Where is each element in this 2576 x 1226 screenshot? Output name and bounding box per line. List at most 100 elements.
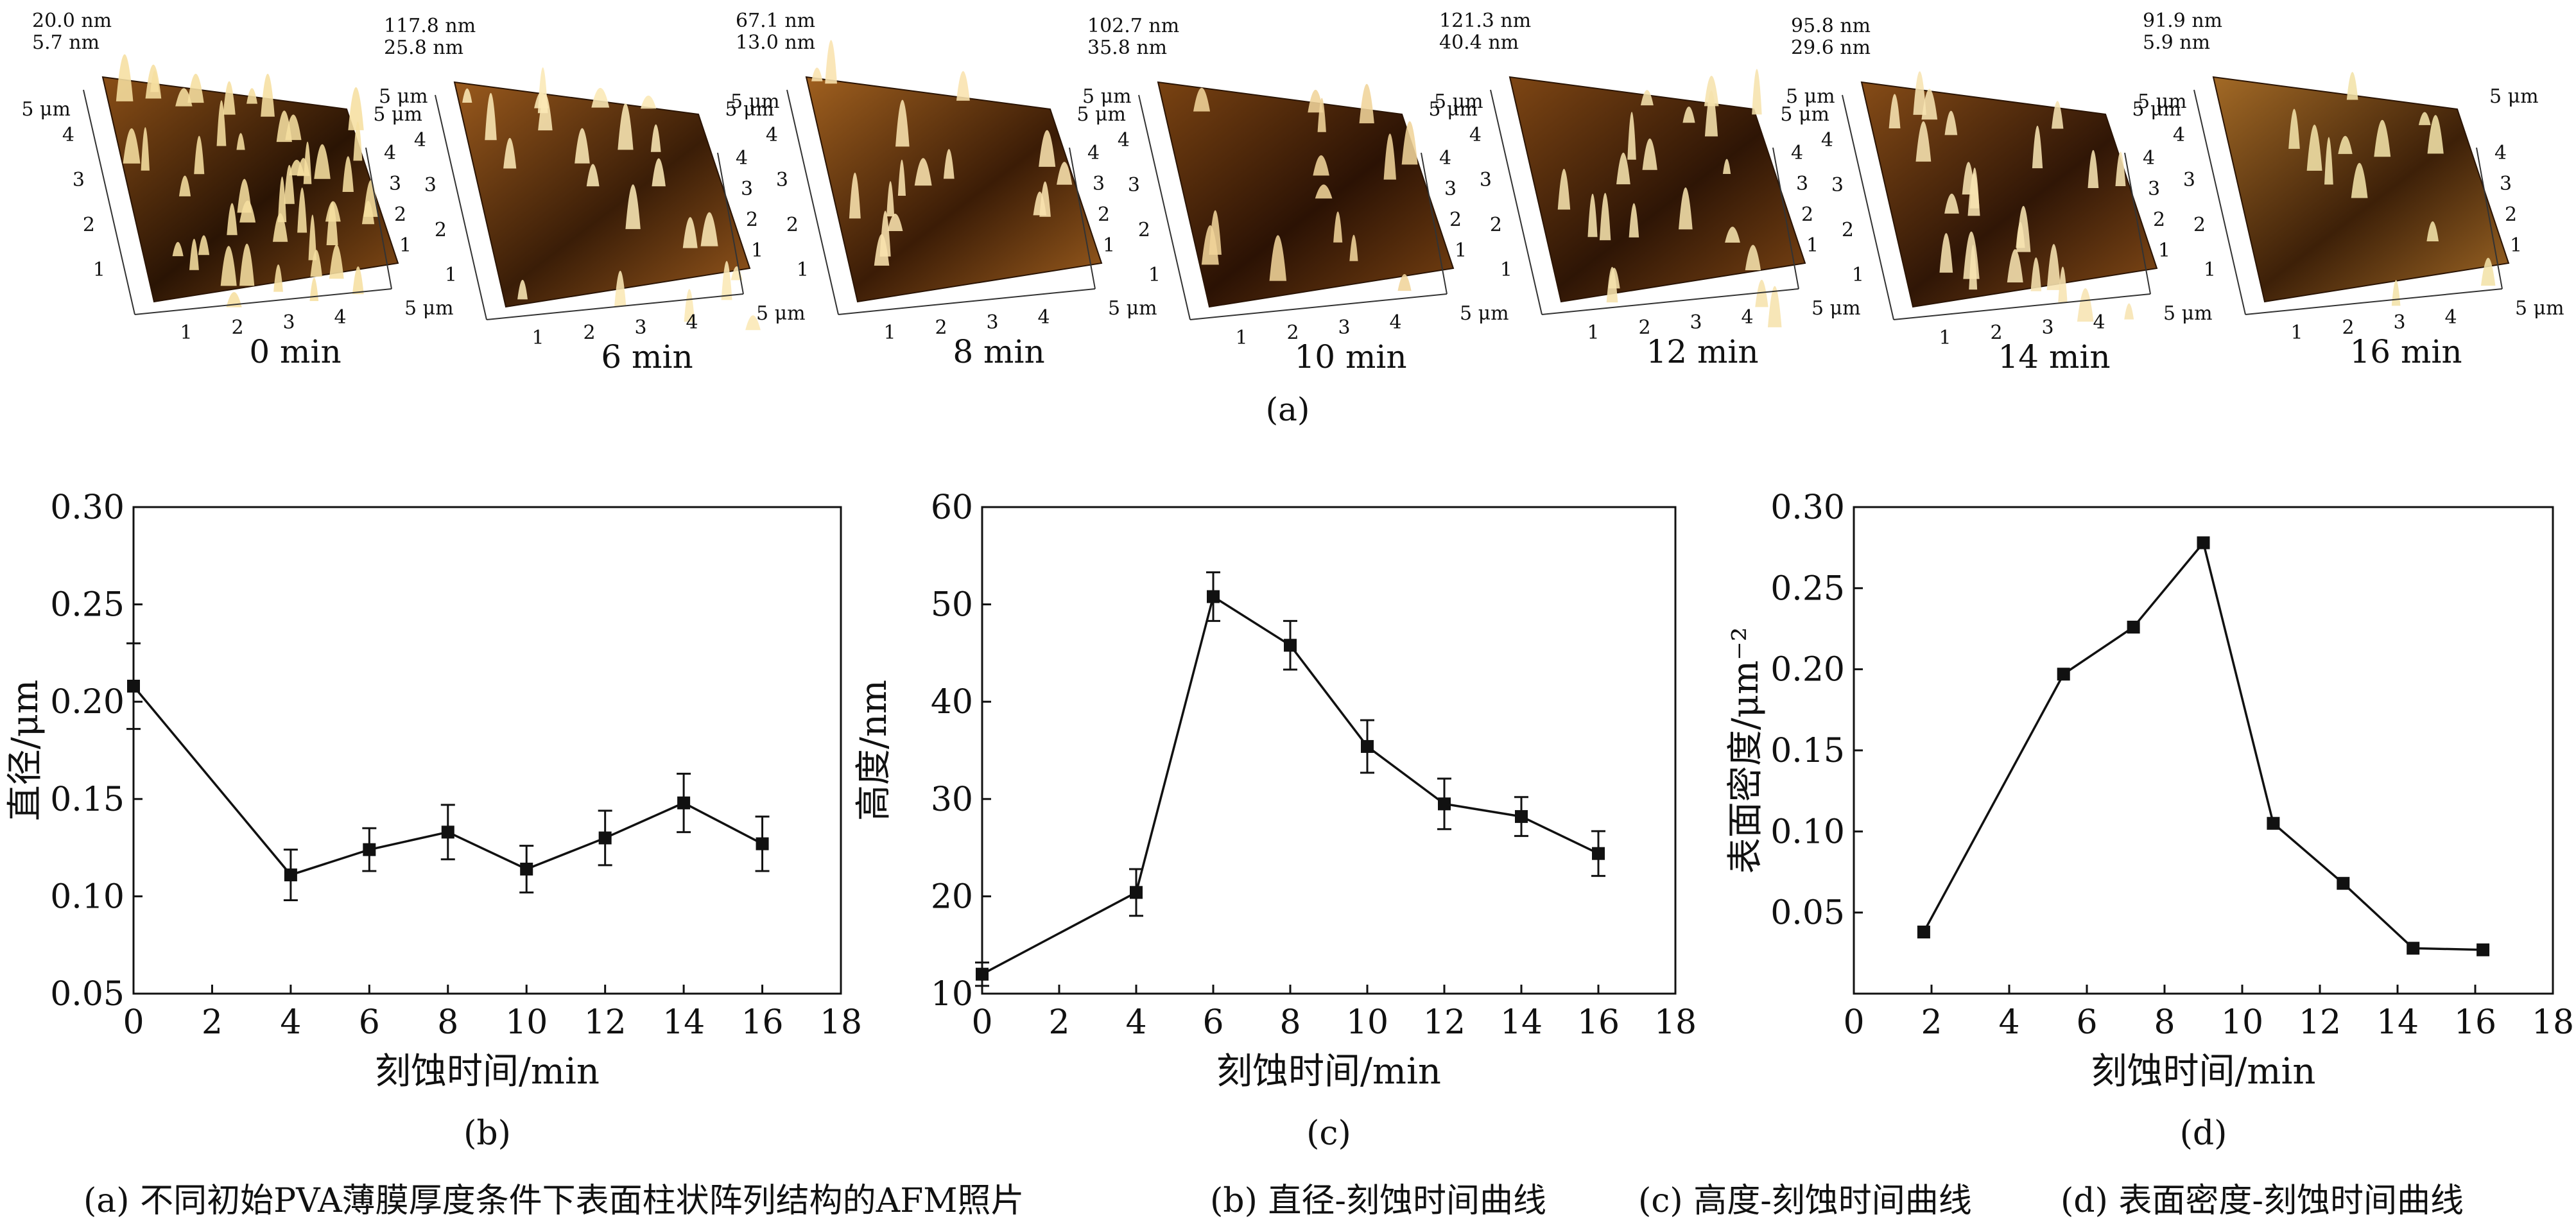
afm-pillar <box>811 67 823 82</box>
afm-time-label: 0 min <box>249 333 341 370</box>
afm-right-tick-label: 4 <box>384 142 396 164</box>
y-axis-title: 直径/μm <box>4 680 46 821</box>
afm-y-axis <box>2193 89 2246 315</box>
afm-pillar <box>308 214 317 261</box>
afm-right-tick-label: 1 <box>1103 234 1115 257</box>
afm-pillar <box>625 184 641 229</box>
caption-c: (c) 高度-刻蚀时间曲线 <box>1638 1182 1972 1220</box>
afm-x-axis <box>2245 288 2503 315</box>
afm-x-tick-label: 3 <box>986 311 998 334</box>
afm-pillar <box>353 121 363 161</box>
data-point <box>2337 877 2350 890</box>
afm-pillar <box>289 159 305 176</box>
afm-zmin-label: 25.8 nm <box>384 37 463 59</box>
y-tick-label: 60 <box>931 488 973 527</box>
data-point <box>441 825 454 839</box>
afm-pillar <box>348 87 364 130</box>
panel-label: (b) <box>463 1114 511 1153</box>
plot-frame <box>1853 506 2554 995</box>
afm-pillar <box>956 71 970 101</box>
afm-pillar <box>1397 273 1412 291</box>
y-tick-label: 10 <box>931 975 973 1014</box>
afm-pillar <box>1315 184 1333 199</box>
x-axis-title: 刻蚀时间/min <box>2091 1051 2316 1092</box>
afm-right-tick-label: 4 <box>1791 142 1803 164</box>
data-point <box>1917 925 1930 938</box>
afm-y-tick-label: 1 <box>797 259 809 281</box>
afm-y-tick-label: 3 <box>1128 174 1140 196</box>
afm-pillar <box>2418 112 2431 125</box>
x-tick-label: 10 <box>505 1003 548 1042</box>
afm-x-axis <box>1893 293 2151 320</box>
afm-pillar <box>2016 205 2031 252</box>
afm-x-tick-label: 4 <box>334 306 346 329</box>
afm-pillar <box>189 238 199 270</box>
afm-pillar <box>640 95 657 109</box>
afm-y-end-label: 5 μm <box>2132 98 2181 121</box>
panel-label: (c) <box>1306 1114 1351 1153</box>
afm-right-tick-label: 2 <box>394 203 406 226</box>
x-tick-label: 2 <box>1048 1003 1069 1042</box>
afm-zmax-label: 91.9 nm <box>2143 10 2222 32</box>
afm-pillar <box>1752 69 1762 115</box>
afm-pillar <box>1745 245 1761 270</box>
x-tick-label: 8 <box>437 1003 458 1042</box>
data-point <box>2477 943 2490 956</box>
afm-pillar <box>1944 193 1959 214</box>
afm-pillar <box>297 187 307 233</box>
y-tick-label: 30 <box>931 781 973 819</box>
afm-x-tick-label: 4 <box>2093 311 2105 334</box>
x-axis-title: 刻蚀时间/min <box>1216 1051 1441 1092</box>
afm-pillar <box>1599 193 1611 241</box>
afm-y-axis <box>1842 94 1894 320</box>
afm-zmin-label: 40.4 nm <box>1439 31 1519 54</box>
afm-x-tick-label: 2 <box>231 316 243 339</box>
afm-x-tick-label: 1 <box>1939 327 1951 349</box>
data-point <box>2267 816 2280 830</box>
afm-pillar <box>2426 221 2439 241</box>
x-tick-label: 18 <box>2532 1003 2574 1042</box>
y-tick-label: 0.30 <box>50 488 125 527</box>
afm-pillar <box>2391 280 2401 306</box>
afm-x-tick-label: 4 <box>2444 306 2457 329</box>
afm-pillar <box>2480 257 2496 286</box>
afm-pillar <box>175 88 193 107</box>
afm-right-end-label: 5 μm <box>2489 85 2539 108</box>
afm-pillar <box>246 88 258 104</box>
afm-pillar <box>1642 138 1657 170</box>
afm-pillar <box>1308 89 1324 113</box>
afm-pillar <box>1767 286 1782 327</box>
afm-x-end-label: 5 μm <box>2163 302 2213 325</box>
afm-x-tick-label: 3 <box>2041 316 2053 339</box>
afm-pillar <box>2338 135 2353 154</box>
data-point <box>284 868 297 882</box>
afm-pillar <box>261 73 275 117</box>
afm-pillar <box>1704 76 1719 107</box>
afm-pillar <box>1913 71 1926 115</box>
afm-y-axis <box>83 89 135 315</box>
x-tick-label: 18 <box>820 1003 862 1042</box>
afm-x-end-label: 5 μm <box>756 302 806 325</box>
afm-pillar <box>2324 137 2333 185</box>
afm-right-end-label: 5 μm <box>2138 91 2187 113</box>
afm-right-tick-label: 2 <box>746 209 758 231</box>
afm-pillar <box>325 201 341 222</box>
chart-diameter: 0 2 4 6 8 10 12 14 16 18 0.05 0.10 0.15 0.20 0.25 0.30 刻… <box>4 488 862 1153</box>
data-point <box>677 796 691 809</box>
afm-pillar <box>2046 244 2061 290</box>
afm-y-tick-label: 2 <box>786 214 799 236</box>
y-tick-label: 0.10 <box>50 877 125 916</box>
afm-x-tick-label: 3 <box>634 316 646 339</box>
afm-y-end-label: 5 μm <box>725 98 774 121</box>
y-tick-label: 0.25 <box>1770 569 1845 608</box>
afm-x-tick-label: 1 <box>2290 322 2303 344</box>
afm-pillar <box>1967 173 1980 216</box>
afm-y-tick-label: 3 <box>1831 174 1844 196</box>
afm-zmax-label: 102.7 nm <box>1087 15 1179 37</box>
afm-x-tick-label: 2 <box>1990 322 2002 344</box>
afm-pillar <box>914 158 932 186</box>
afm-pillar <box>652 158 666 187</box>
afm-x-tick-label: 1 <box>180 322 192 344</box>
afm-pillar <box>1383 134 1396 180</box>
